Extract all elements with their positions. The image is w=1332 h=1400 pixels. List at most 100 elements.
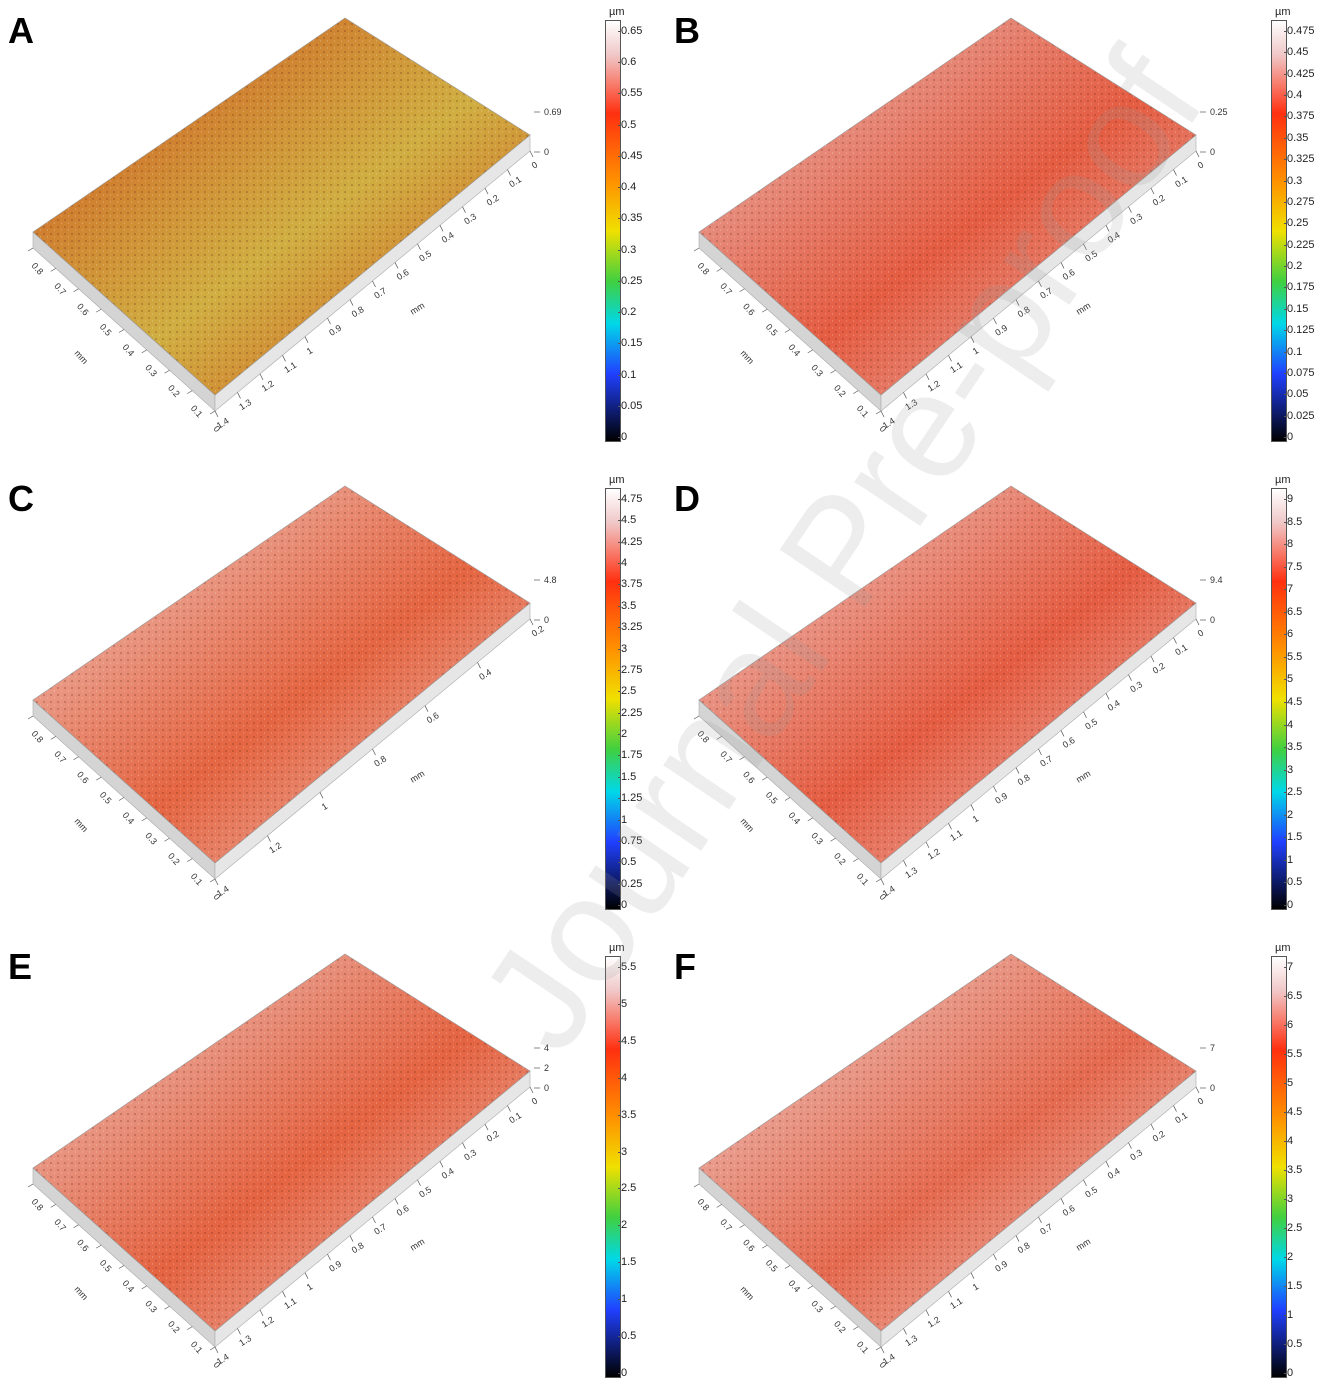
colorbar-tick-label: 4.5 [617, 1034, 637, 1047]
colorbar-tick-label: 5 [1283, 1077, 1294, 1089]
y-tick-label: 0.6 [1061, 267, 1077, 282]
x-tick-label: 0.3 [143, 831, 159, 847]
x-tick-label: 0.8 [696, 729, 712, 745]
colorbar-tick-label: 4 [1283, 718, 1294, 731]
x-tick-label: 0.3 [809, 363, 825, 379]
y-tick-label: 0.2 [1151, 661, 1167, 676]
y-tick-label: 0.2 [1151, 1129, 1167, 1144]
panel-f: 1.4 1.3 1.2 1.1 1 0.9 0.8 0.7 0.6 0.5 0.4 0.3 0.2 0.1… [666, 936, 1332, 1400]
colorbar-tick-label: 5 [1283, 673, 1294, 686]
colorbar-gradient [1271, 956, 1287, 1378]
x-tick-label: 0.1 [189, 403, 205, 419]
colorbar-tick-label: 4 [617, 557, 628, 570]
y-tick-label: 0.8 [350, 1240, 366, 1255]
x-tick-label: 0.4 [121, 810, 137, 826]
y-tick-label: 1.1 [282, 360, 298, 375]
colorbar-tick-label: 3.5 [1283, 741, 1303, 754]
colorbar-tick-label: 5.5 [617, 961, 637, 973]
colorbar-tick-label: 0.1 [617, 368, 637, 381]
colorbar-tick-label: 0.15 [617, 337, 643, 350]
colorbar-tick-label: 0.25 [1283, 217, 1309, 230]
x-tick-label: 0.6 [741, 301, 757, 317]
y-tick-label: 0.4 [1106, 230, 1122, 245]
colorbar-tick-label: 0.175 [1284, 281, 1315, 294]
colorbar-tick-label: 0.025 [1284, 409, 1315, 422]
colorbar-tick-label: 7 [1283, 583, 1294, 596]
x-tick-label: 0.2 [832, 851, 848, 867]
y-tick-label: 0.2 [530, 624, 546, 639]
z-tick-label: 0 [1210, 1083, 1215, 1093]
colorbar-tick-label: 6 [1283, 1019, 1294, 1031]
y-tick-label: 0.3 [462, 1147, 478, 1162]
colorbar-tick-label: 2.5 [1283, 1222, 1303, 1234]
colorbar-tick-label: 2 [1283, 1251, 1294, 1263]
colorbar-tick-label: 0.275 [1284, 195, 1315, 208]
x-tick-label: 0.5 [98, 322, 114, 338]
x-tick-label: 0.5 [764, 790, 780, 806]
colorbar-tick-label: 0.45 [617, 149, 643, 162]
y-tick-label: 0.4 [477, 667, 493, 682]
y-tick-label: 0.6 [395, 1203, 411, 1218]
x-tick-label: 0.2 [166, 851, 182, 867]
y-tick-label: 0.1 [1173, 174, 1189, 189]
x-tick-label: 0 [212, 424, 223, 434]
z-tick-label: 0 [544, 615, 549, 625]
panel-e: 1.4 1.3 1.2 1.1 1 0.9 0.8 0.7 0.6 0.5 0.4 0.3 0.2 0.1… [0, 936, 666, 1400]
colorbar-tick-label: 4.5 [1283, 1106, 1303, 1118]
colorbar-tick-label: 3.75 [617, 578, 643, 591]
surface-plot: 1.41.31.21.110.90.80.70.60.50.40.30.20.1… [693, 17, 1228, 434]
colorbar-tick-label: 1.75 [617, 749, 643, 762]
z-tick-label: 4 [544, 1043, 549, 1053]
y-tick-label: 1.1 [948, 360, 964, 375]
colorbar-tick-label: 0.75 [617, 834, 643, 847]
x-tick-label: 0.6 [741, 1237, 757, 1253]
x-axis-unit: mm [73, 816, 90, 834]
x-tick-label: 0.2 [832, 1319, 848, 1335]
z-tick-label: 0 [544, 1083, 549, 1093]
x-tick-label: 0.1 [855, 871, 871, 887]
colorbar-tick-label: 0.25 [617, 877, 643, 890]
y-axis-unit: mm [408, 768, 426, 784]
x-tick-label: 0.2 [832, 383, 848, 399]
colorbar-gradient [605, 956, 621, 1378]
panel-letter: B [674, 10, 700, 51]
surface-plot: 1.41.31.21.110.90.80.70.60.50.40.30.20.1… [693, 953, 1215, 1370]
z-tick-label: 0 [1210, 147, 1215, 157]
colorbar-tick-label: 4.75 [617, 493, 643, 505]
z-tick-label: 0.25 [1210, 107, 1228, 117]
y-tick-label: 1.1 [282, 1296, 298, 1311]
colorbar-gradient [1271, 20, 1287, 442]
colorbar-tick-label: 3 [617, 1145, 628, 1158]
y-tick-label: 0.7 [372, 1222, 388, 1237]
y-tick-label: 0.5 [1083, 1184, 1099, 1199]
y-tick-label: 1 [320, 801, 330, 812]
y-tick-label: 0.6 [395, 267, 411, 282]
y-tick-label: 1.2 [260, 378, 276, 393]
colorbar-tick-label: 1 [617, 813, 628, 826]
colorbar-tick-label: 0.35 [617, 212, 643, 225]
z-tick-label: 7 [1210, 1043, 1215, 1053]
y-tick-label: 0.3 [1128, 1147, 1144, 1162]
y-axis-unit: mm [408, 300, 426, 316]
x-tick-label: 0.7 [52, 281, 68, 297]
x-tick-label: 0.3 [143, 1299, 159, 1315]
colorbar-tick-label: 1.5 [617, 770, 637, 783]
colorbar-tick-label: 0 [617, 431, 628, 443]
y-tick-label: 0.8 [1016, 1240, 1032, 1255]
x-axis-unit: mm [73, 348, 90, 366]
y-tick-label: 0.2 [485, 1129, 501, 1144]
x-tick-label: 0.2 [166, 1319, 182, 1335]
y-axis-unit: mm [1074, 300, 1092, 316]
colorbar-tick-label: 2 [617, 728, 628, 741]
x-tick-label: 0.8 [30, 1197, 46, 1213]
colorbar-tick-label: 0.5 [617, 1330, 637, 1343]
colorbar-tick-label: 0.3 [1283, 174, 1303, 187]
y-tick-label: 0.8 [1016, 304, 1032, 319]
panel-d: 1.4 1.3 1.2 1.1 1 0.9 0.8 0.7 0.6 0.5 0.4 0.3 0.2 0.1… [666, 468, 1332, 932]
colorbar-tick-label: 0.4 [617, 181, 637, 194]
colorbar-tick-label: 8 [1283, 538, 1294, 551]
colorbar-tick-label: 3.5 [617, 599, 637, 612]
y-tick-label: 1 [305, 345, 315, 356]
y-tick-label: 1 [971, 1281, 981, 1292]
x-tick-label: 0.7 [718, 1217, 734, 1233]
